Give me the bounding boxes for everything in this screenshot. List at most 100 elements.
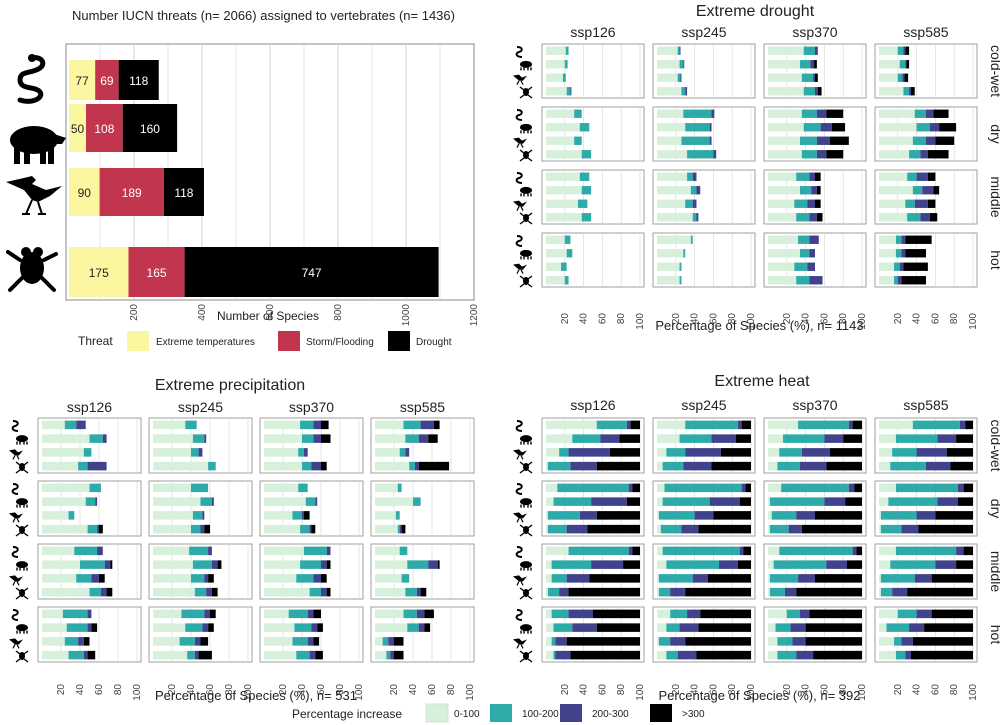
facet-bar-segment [413, 497, 421, 506]
facet-bar-segment [879, 73, 898, 82]
facet-x-tick-label: 20 [560, 684, 571, 696]
facet-bar-segment [87, 461, 107, 471]
legend-swatch-0-100 [425, 703, 449, 723]
facet-bar-segment [375, 497, 413, 506]
facet-bar-segment [879, 276, 895, 285]
facet-bar-segment [935, 136, 955, 145]
facet-bar-segment [657, 420, 686, 430]
facet-bar-segment [796, 650, 814, 660]
facet-bar-segment [803, 87, 815, 96]
facet-x-tick-label: 20 [671, 684, 682, 696]
facet-bar-segment [897, 609, 917, 619]
x-tick-label: 1000 [401, 304, 412, 327]
frog-icon-shape [19, 652, 25, 660]
facet-bar-segment [709, 123, 712, 132]
frog-icon [15, 587, 29, 600]
facet-bar-segment [820, 123, 832, 132]
facet-bar-segment [798, 420, 849, 430]
roadrunner-icon-shape [513, 200, 527, 207]
facet-x-tick-label: 40 [579, 684, 590, 696]
tapir-icon-shape [16, 624, 28, 632]
facet-bar-segment [546, 511, 548, 520]
facet-bar-segment [657, 262, 680, 271]
facet-bar-segment [87, 609, 92, 619]
facet-bar-segment [300, 560, 321, 569]
facet-bar-segment [321, 461, 327, 471]
snake-icon-shape [515, 609, 523, 621]
facet-x-tick-label: 60 [205, 684, 216, 696]
facet-bar-segment [557, 483, 629, 493]
facet-bar-segment [902, 73, 905, 82]
facet-bar-segment [153, 448, 191, 457]
threat-legend: Threat Extreme temperatures Storm/Floodi… [78, 331, 452, 351]
facet-bar-segment [42, 546, 75, 556]
facet-bar-segment [897, 276, 902, 285]
facet-x-tick-label: 80 [838, 313, 849, 325]
facet-bar-segment [912, 186, 923, 195]
facet-bar-segment [657, 511, 659, 520]
facet-bar-segment [89, 483, 101, 493]
facet-bar-segment [547, 587, 560, 597]
facet-bar-segment [897, 46, 904, 55]
roadrunner-icon [513, 512, 527, 523]
legend-label-extreme-temperatures: Extreme temperatures [156, 337, 255, 348]
facet-bar-segment [42, 560, 80, 569]
facet-bar-segment [660, 524, 682, 534]
tapir-icon-legs [16, 504, 28, 508]
facet-x-tick-label: 100 [465, 684, 476, 701]
roadrunner-icon-legs [12, 518, 20, 523]
facet-bar-segment [809, 276, 823, 285]
facet-bar-segment [711, 461, 751, 471]
tapir-icon-shape [520, 435, 532, 443]
facet-bar-segment [879, 637, 895, 646]
facet-bar-segment [879, 262, 895, 271]
facet-bar-segment [769, 587, 785, 597]
facet-x-tick-label: 60 [427, 684, 438, 696]
facet-bar-segment [768, 172, 797, 181]
facet-bar-segment [264, 650, 297, 660]
facet-bar-segment [424, 623, 431, 632]
facet-bar-segment [547, 524, 567, 534]
facet-bar-segment [683, 249, 686, 258]
facet-bar-segment [78, 461, 88, 471]
extreme-heat-facet: Extreme heat ssp126 20 40 60 80 100 ssp245 20 40 6… [513, 373, 1000, 703]
facet-bar-segment [905, 46, 910, 55]
facet-bar-segment [768, 546, 780, 556]
facet-bar-segment [302, 461, 312, 471]
facet-bar-segment [394, 637, 404, 646]
facet-bar-segment [298, 448, 304, 457]
facet-bar-segment [42, 587, 90, 597]
facet-x-tick-label: 60 [597, 684, 608, 696]
facet-bar-segment [420, 587, 427, 597]
threat-bar-segment [118, 60, 159, 100]
facet-bar-segment [609, 448, 640, 457]
snake-icon [11, 546, 19, 558]
facet-bar-segment [741, 483, 746, 493]
facet-bar-segment [809, 235, 819, 244]
facet-bar-segment [880, 511, 917, 520]
facet-bar-segment [375, 420, 404, 430]
tapir-icon [520, 624, 532, 634]
facet-bar-segment [657, 60, 680, 69]
facet-bar-segment [879, 560, 891, 569]
facet-bar-segment [933, 186, 940, 195]
facet-bar-segment [298, 483, 308, 493]
facet-bar-segment [200, 637, 209, 646]
facet-bar-segment [805, 637, 862, 646]
facet-bar-segment [903, 262, 928, 271]
roadrunner-icon-legs [516, 80, 524, 85]
snake-icon-shape [515, 235, 523, 247]
facet-bar-segment [313, 420, 321, 430]
tapir-icon-legs [520, 67, 532, 71]
threat-bar-segment [99, 168, 164, 216]
facet-bar-segment [927, 150, 949, 159]
facet-column-strip: ssp370 [792, 24, 837, 40]
facet-bar-segment [907, 213, 921, 222]
facet-bar-segment [420, 420, 434, 430]
facet-x-tick-label: 40 [912, 313, 923, 325]
iucn-threat-chart: Number IUCN threats (n= 2066) assigned t… [6, 8, 480, 351]
facet-column-strip: ssp126 [570, 397, 615, 413]
facet-bar-segment [106, 587, 113, 597]
facet-bar-segment [375, 587, 406, 597]
